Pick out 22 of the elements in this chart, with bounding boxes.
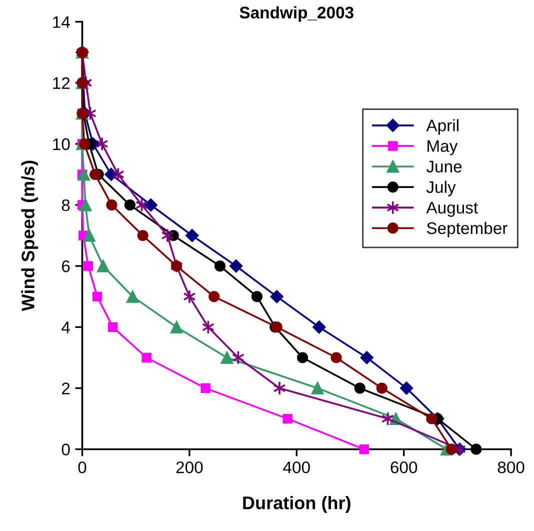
y-tick-label: 0	[62, 444, 70, 456]
y-tick-label: 8	[62, 199, 70, 212]
y-axis-title: Wind Speed (m/s)	[21, 160, 38, 312]
legend-label: September	[426, 222, 508, 238]
x-axis-title: Duration (hr)	[243, 496, 350, 513]
x-tick-label: 200	[176, 461, 203, 474]
x-tick-label: 800	[498, 461, 524, 474]
x-tick-label: 0	[78, 461, 86, 474]
y-tick-label: 14	[53, 16, 70, 28]
legend-label: April	[426, 119, 458, 135]
x-tick-label: 400	[283, 461, 310, 474]
y-tick-label: 4	[62, 322, 70, 334]
y-tick-label: 12	[53, 77, 70, 89]
legend-label: August	[426, 202, 478, 217]
y-tick-label: 6	[62, 260, 70, 272]
y-tick-label: 2	[62, 382, 70, 394]
x-tick-label: 600	[390, 461, 418, 474]
y-tick-label: 10	[53, 138, 70, 150]
chart-title: Sandwip_2003	[240, 6, 354, 22]
legend-label: May	[428, 140, 458, 156]
legend-label: June	[426, 160, 462, 172]
legend-label: July	[426, 180, 456, 196]
